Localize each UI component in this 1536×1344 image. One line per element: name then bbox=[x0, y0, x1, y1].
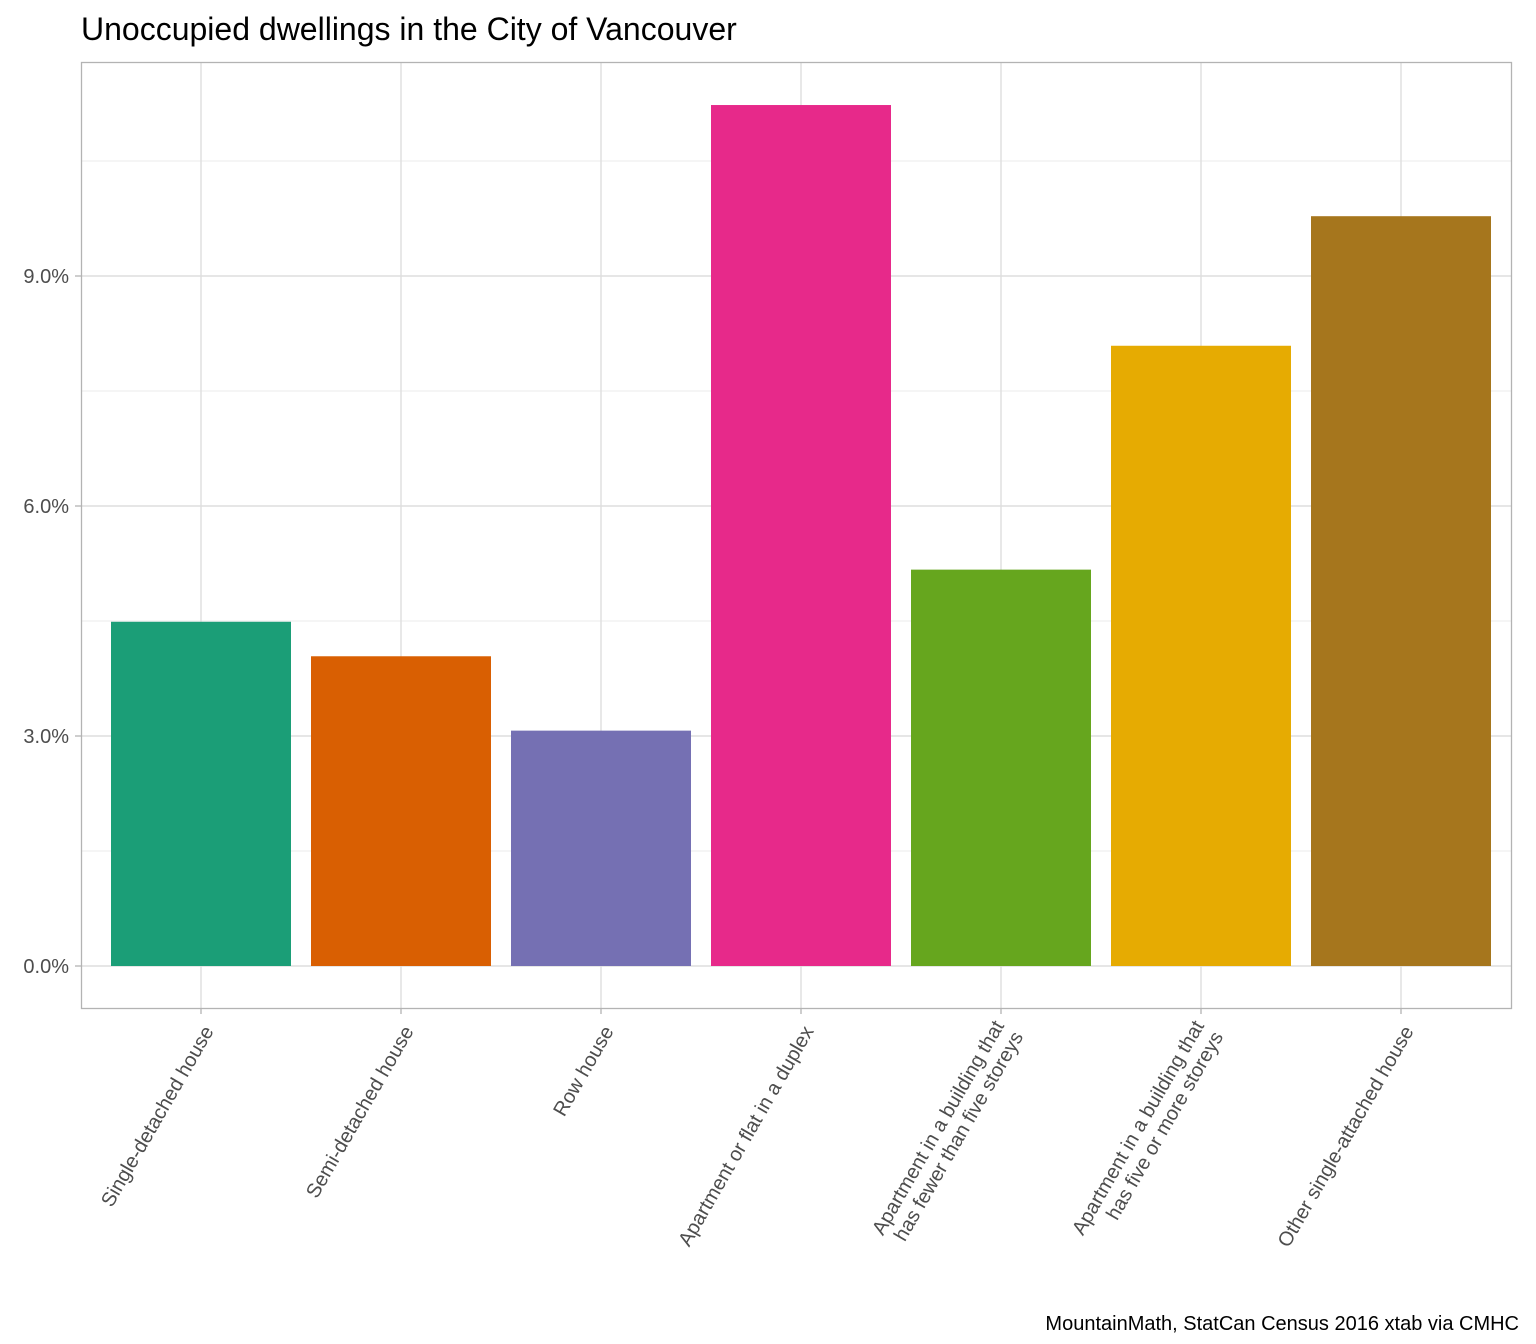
chart-caption: MountainMath, StatCan Census 2016 xtab v… bbox=[1045, 1313, 1519, 1335]
x-tick-label: Apartment or flat in a duplex bbox=[674, 1023, 818, 1251]
x-tick-label: Apartment in a building thathas fewer th… bbox=[868, 1017, 1028, 1250]
y-axis: 0.0% 3.0% 6.0% 9.0% bbox=[23, 266, 81, 978]
y-tick-label: 3.0% bbox=[23, 726, 69, 748]
x-tick-label-line: Other single-attached house bbox=[1274, 1023, 1419, 1252]
x-tick-label-line: Apartment in a building that bbox=[868, 1017, 1009, 1239]
x-tick-label: Single-detached house bbox=[97, 1023, 218, 1211]
y-tick-label: 0.0% bbox=[23, 956, 69, 978]
y-tick-label: 6.0% bbox=[23, 496, 69, 518]
x-tick-label-line: Single-detached house bbox=[97, 1023, 218, 1211]
bar-2 bbox=[511, 730, 691, 966]
x-tick-label-line: Semi-detached house bbox=[302, 1023, 418, 1203]
bar-5 bbox=[1111, 345, 1291, 966]
x-tick-label: Apartment in a building thathas five or … bbox=[1068, 1017, 1228, 1250]
x-tick-label-line: Apartment in a building that bbox=[1068, 1017, 1209, 1239]
x-tick-label: Semi-detached house bbox=[302, 1023, 418, 1203]
x-tick-label-line: has fewer than five storeys bbox=[890, 1028, 1028, 1245]
x-tick-label-line: Apartment or flat in a duplex bbox=[674, 1023, 818, 1251]
x-tick-label: Row house bbox=[549, 1023, 618, 1121]
bar-1 bbox=[311, 656, 491, 966]
panel-border bbox=[80, 61, 1513, 1010]
bar-4 bbox=[911, 569, 1091, 966]
bar-6 bbox=[1311, 216, 1491, 966]
x-tick-label-line: has five or more storeys bbox=[1102, 1028, 1228, 1224]
x-tick-label: Other single-attached house bbox=[1274, 1023, 1419, 1252]
bar-0 bbox=[111, 621, 291, 966]
x-axis: Single-detached house Semi-detached house… bbox=[97, 1008, 1419, 1252]
y-tick-label: 9.0% bbox=[23, 266, 69, 288]
chart-title: Unoccupied dwellings in the City of Vanc… bbox=[81, 11, 737, 47]
bar-3 bbox=[711, 105, 891, 966]
bars bbox=[111, 105, 1491, 966]
x-tick-label-line: Row house bbox=[549, 1023, 618, 1121]
